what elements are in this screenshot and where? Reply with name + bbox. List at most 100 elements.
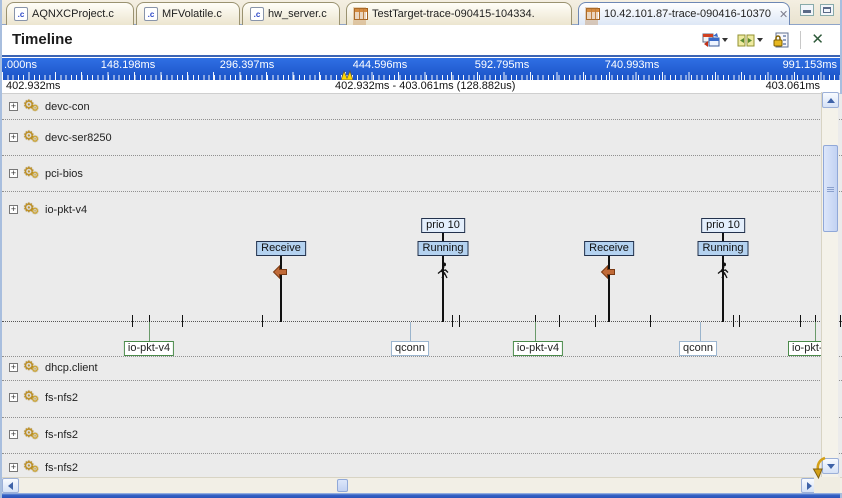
ruler-tick-label: 296.397ms: [219, 59, 275, 71]
timeline-content: + ⚙ ⚙ devc-con + ⚙ ⚙ devc-ser8250 + ⚙ ⚙ pci…: [2, 94, 842, 477]
process-row-expanded: + ⚙ ⚙ io-pkt-v4: [2, 192, 842, 357]
event-priority-label[interactable]: prio 10: [701, 218, 745, 233]
tab-active-trace[interactable]: 10.42.101.87-trace-090416-10370 ✕: [578, 2, 790, 25]
process-row: + ⚙ ⚙ fs-nfs2: [2, 454, 842, 477]
process-row: + ⚙ ⚙ fs-nfs2: [2, 381, 842, 418]
expand-plus-icon[interactable]: +: [9, 132, 18, 142]
pane-switch-button[interactable]: [735, 31, 765, 50]
owner-label: io-pkt-v4: [123, 341, 175, 356]
owner-connector: [700, 322, 701, 341]
process-row-header[interactable]: + ⚙ ⚙ devc-con: [2, 94, 842, 114]
tab-label: MFVolatile.c: [162, 8, 222, 20]
time-ruler[interactable]: .000ns 148.198ms 296.397ms 444.596ms 592…: [2, 58, 840, 80]
header-divider: [2, 55, 840, 57]
owner-connector: [535, 322, 536, 341]
scroll-up-button[interactable]: [822, 92, 839, 108]
event-priority-label[interactable]: prio 10: [421, 218, 465, 233]
page-title: Timeline: [12, 31, 73, 48]
process-name: fs-nfs2: [45, 391, 79, 404]
tab-testtarget-trace[interactable]: TestTarget-trace-090415-104334.: [346, 2, 572, 25]
horizontal-scrollbar[interactable]: [2, 477, 842, 493]
axis-tick: [800, 315, 801, 327]
owner-label: qconn: [391, 341, 429, 356]
toolbar-separator: [800, 31, 802, 49]
receive-event-icon[interactable]: [272, 265, 288, 279]
process-name: devc-ser8250: [45, 131, 112, 144]
process-row-header[interactable]: + ⚙ ⚙ fs-nfs2: [2, 418, 842, 442]
expand-plus-icon[interactable]: +: [9, 204, 18, 214]
process-row-header[interactable]: + ⚙ ⚙ fs-nfs2: [2, 454, 842, 475]
close-view-icon[interactable]: ✕: [811, 31, 824, 48]
scroll-left-button[interactable]: [2, 478, 19, 493]
tab-label: 10.42.101.87-trace-090416-10370: [604, 8, 771, 20]
scroll-down-button[interactable]: [822, 458, 839, 474]
event-state-label[interactable]: Receive: [256, 241, 306, 256]
axis-tick: [132, 315, 133, 327]
axis-tick: [452, 315, 453, 327]
axis-tick: [733, 315, 734, 327]
running-event-icon[interactable]: [437, 262, 450, 280]
event-line: [608, 254, 610, 322]
tab-label: AQNXCProject.c: [32, 8, 114, 20]
jump-to-event-icon[interactable]: [810, 456, 828, 480]
tab-aqnxcproject[interactable]: .c AQNXCProject.c: [6, 2, 134, 25]
axis-tick: [149, 315, 150, 327]
trace-file-icon: [586, 8, 600, 20]
display-options-button[interactable]: [700, 30, 730, 50]
process-name: io-pkt-v4: [45, 203, 88, 216]
tab-hw-server[interactable]: .c hw_server.c: [242, 2, 340, 25]
axis-tick: [595, 315, 596, 327]
horizontal-scrollbar-thumb[interactable]: [337, 479, 348, 492]
selection-start-time: 402.932ms: [6, 80, 61, 92]
axis-tick: [650, 315, 651, 327]
tab-close-icon[interactable]: ✕: [778, 8, 789, 21]
tab-mfvolatile[interactable]: .c MFVolatile.c: [136, 2, 240, 25]
ruler-tick-label: 444.596ms: [352, 59, 408, 71]
expand-plus-icon[interactable]: +: [9, 462, 18, 472]
ruler-tick-label: 991.153ms: [782, 59, 837, 71]
maximize-icon[interactable]: [820, 4, 834, 16]
vertical-scrollbar-thumb[interactable]: [823, 145, 838, 232]
arrow-up-icon: [826, 97, 835, 103]
timeline-canvas: Receive prio 10 Running Receive prio 10 …: [2, 94, 842, 477]
process-row-header[interactable]: + ⚙ ⚙ fs-nfs2: [2, 381, 842, 405]
owner-label: io-pkt-v: [788, 341, 826, 356]
c-file-icon: .c: [14, 7, 28, 21]
event-state-label[interactable]: Running: [417, 241, 469, 256]
event-state-label[interactable]: Receive: [584, 241, 634, 256]
owner-connector: [149, 322, 150, 341]
arrow-right-icon: [807, 481, 812, 490]
axis-tick: [840, 315, 841, 327]
vertical-scrollbar[interactable]: [821, 92, 839, 477]
process-row-header[interactable]: + ⚙ ⚙ devc-ser8250: [2, 120, 842, 145]
expand-plus-icon[interactable]: +: [9, 362, 18, 372]
owner-connector: [410, 322, 411, 341]
ruler-tick-label: .000ns: [4, 59, 38, 71]
lock-view-button[interactable]: [770, 30, 792, 50]
scrollbar-corner: [814, 477, 840, 493]
process-name: pci-bios: [45, 167, 83, 180]
expand-plus-icon[interactable]: +: [9, 429, 18, 439]
lock-icon: [773, 32, 789, 48]
process-row-header[interactable]: + ⚙ ⚙ io-pkt-v4: [2, 192, 842, 217]
arrow-down-icon: [826, 463, 835, 469]
timeline-view-header: Timeline: [2, 26, 840, 56]
process-row-header[interactable]: + ⚙ ⚙ pci-bios: [2, 156, 842, 181]
process-row-header[interactable]: + ⚙ ⚙ dhcp.client: [2, 357, 842, 375]
event-state-label[interactable]: Running: [697, 241, 749, 256]
selection-range-marker[interactable]: [341, 70, 353, 80]
minimize-icon[interactable]: [800, 4, 814, 16]
process-name: dhcp.client: [45, 361, 98, 374]
running-event-icon[interactable]: [717, 262, 730, 280]
axis-tick: [815, 315, 816, 327]
receive-event-icon[interactable]: [600, 265, 616, 279]
event-line: [280, 254, 282, 322]
trace-file-icon: [354, 8, 368, 20]
process-gear-icon: ⚙ ⚙: [23, 128, 40, 144]
view-toolbar: ✕: [700, 30, 826, 50]
thread-axis: [2, 321, 842, 322]
expand-plus-icon[interactable]: +: [9, 168, 18, 178]
expand-plus-icon[interactable]: +: [9, 101, 18, 111]
expand-plus-icon[interactable]: +: [9, 392, 18, 402]
